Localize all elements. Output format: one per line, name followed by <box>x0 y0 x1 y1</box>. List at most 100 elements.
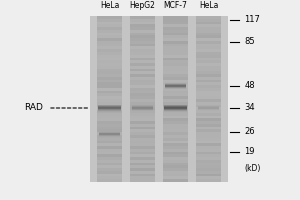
Text: 26: 26 <box>244 128 255 136</box>
Bar <box>163 116 188 118</box>
Bar <box>130 163 155 165</box>
Bar <box>130 99 155 102</box>
Bar <box>196 22 221 24</box>
Bar <box>97 88 122 91</box>
Bar <box>130 46 155 49</box>
Bar <box>196 107 221 110</box>
Bar <box>97 157 122 160</box>
Bar <box>196 168 221 171</box>
Bar <box>130 27 155 30</box>
Bar <box>196 24 221 27</box>
Bar <box>196 99 221 102</box>
Bar <box>163 58 188 60</box>
Bar <box>196 88 221 91</box>
Bar <box>130 41 155 44</box>
Bar <box>98 111 121 112</box>
Bar <box>97 138 122 140</box>
Bar <box>163 44 188 46</box>
Bar <box>130 113 155 116</box>
Bar <box>130 58 155 60</box>
Bar <box>163 127 188 129</box>
Bar <box>163 168 188 171</box>
Bar <box>163 129 188 132</box>
Bar <box>132 109 153 110</box>
Bar <box>196 146 221 149</box>
Bar <box>130 124 155 127</box>
Bar <box>196 129 221 132</box>
Bar <box>163 105 188 107</box>
Text: 48: 48 <box>244 81 255 90</box>
Bar <box>97 22 122 24</box>
Bar <box>97 118 122 121</box>
Bar <box>97 152 122 154</box>
Bar <box>97 66 122 69</box>
Bar <box>163 85 188 88</box>
Bar <box>97 179 122 182</box>
Bar <box>163 132 188 135</box>
Bar <box>163 113 188 116</box>
Bar <box>163 52 188 55</box>
Bar <box>130 171 155 174</box>
Bar <box>130 160 155 163</box>
Bar <box>130 74 155 77</box>
Bar <box>90 16 228 182</box>
Bar <box>163 16 188 182</box>
Bar <box>196 102 221 105</box>
Bar <box>163 49 188 52</box>
Bar <box>97 63 122 66</box>
Bar <box>164 107 187 108</box>
Bar <box>130 129 155 132</box>
Bar <box>130 66 155 69</box>
Bar <box>130 132 155 135</box>
Bar <box>98 107 121 108</box>
Bar <box>163 19 188 22</box>
Bar <box>163 55 188 58</box>
Bar <box>196 127 221 129</box>
Bar <box>130 110 155 113</box>
Bar <box>196 58 221 60</box>
Bar <box>130 85 155 88</box>
Bar <box>165 87 186 88</box>
Bar <box>97 30 122 33</box>
Text: 85: 85 <box>244 38 255 46</box>
Bar <box>130 35 155 38</box>
Bar <box>97 16 122 19</box>
Bar <box>97 107 122 110</box>
Bar <box>130 141 155 143</box>
Bar <box>130 63 155 66</box>
Bar <box>196 60 221 63</box>
Bar <box>196 74 221 77</box>
Bar <box>130 157 155 160</box>
Bar <box>163 107 188 110</box>
Bar <box>97 24 122 27</box>
Bar <box>130 19 155 22</box>
Bar <box>97 77 122 80</box>
Bar <box>163 138 188 140</box>
Bar <box>98 108 121 109</box>
Bar <box>163 174 188 176</box>
Bar <box>163 60 188 63</box>
Bar <box>196 71 221 74</box>
Bar <box>97 80 122 82</box>
Bar <box>196 154 221 157</box>
Bar <box>130 127 155 129</box>
Bar <box>130 49 155 52</box>
Bar <box>132 105 153 106</box>
Bar <box>130 24 155 27</box>
Bar <box>97 52 122 55</box>
Bar <box>196 157 221 160</box>
Bar <box>196 38 221 41</box>
Bar <box>196 105 221 107</box>
Text: HeLa: HeLa <box>199 1 218 10</box>
Bar <box>163 146 188 149</box>
Bar <box>163 160 188 163</box>
Bar <box>196 46 221 49</box>
Bar <box>196 163 221 165</box>
Bar <box>163 149 188 152</box>
Bar <box>196 55 221 58</box>
Bar <box>97 82 122 85</box>
Bar <box>164 106 187 107</box>
Bar <box>196 82 221 85</box>
Bar <box>165 83 186 84</box>
Bar <box>130 77 155 80</box>
